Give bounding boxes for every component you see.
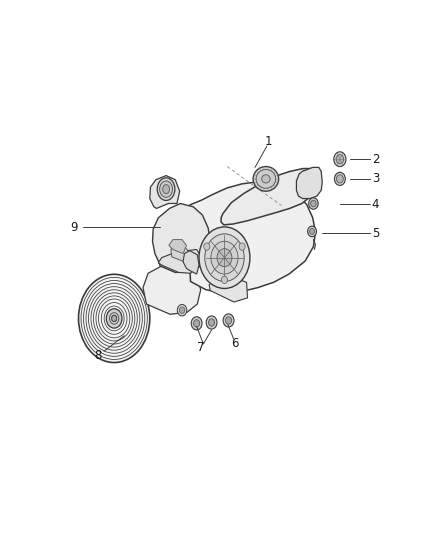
Polygon shape: [182, 182, 315, 293]
Circle shape: [307, 226, 317, 237]
Text: 9: 9: [71, 221, 78, 234]
Polygon shape: [221, 167, 319, 224]
Circle shape: [334, 152, 346, 166]
Text: 6: 6: [231, 337, 238, 350]
Polygon shape: [171, 244, 189, 262]
Ellipse shape: [157, 178, 175, 200]
Circle shape: [217, 248, 232, 266]
Circle shape: [191, 317, 202, 330]
Circle shape: [199, 227, 250, 288]
Polygon shape: [209, 278, 247, 302]
Ellipse shape: [261, 175, 270, 183]
Circle shape: [309, 198, 318, 209]
Circle shape: [208, 319, 215, 326]
Polygon shape: [143, 265, 201, 314]
Circle shape: [211, 241, 238, 274]
Circle shape: [222, 276, 227, 284]
Polygon shape: [297, 167, 322, 199]
Polygon shape: [158, 249, 200, 273]
Text: 1: 1: [265, 135, 272, 148]
Circle shape: [177, 304, 187, 316]
Circle shape: [204, 243, 210, 251]
Circle shape: [311, 200, 316, 207]
Text: 4: 4: [372, 198, 379, 211]
Text: 7: 7: [197, 342, 205, 354]
Circle shape: [223, 314, 234, 327]
Polygon shape: [152, 204, 210, 272]
Text: 5: 5: [372, 227, 379, 239]
Circle shape: [179, 307, 185, 313]
Ellipse shape: [106, 309, 122, 328]
Ellipse shape: [159, 181, 173, 197]
Circle shape: [336, 155, 344, 164]
Circle shape: [336, 175, 343, 183]
Circle shape: [310, 229, 314, 235]
Text: 3: 3: [372, 172, 379, 185]
Text: 2: 2: [372, 152, 379, 166]
Circle shape: [335, 172, 345, 185]
Polygon shape: [221, 168, 319, 225]
Ellipse shape: [112, 316, 117, 321]
Polygon shape: [183, 251, 199, 274]
Text: 8: 8: [95, 349, 102, 362]
Circle shape: [226, 317, 232, 324]
Ellipse shape: [162, 184, 170, 193]
Ellipse shape: [78, 274, 150, 362]
Circle shape: [239, 243, 245, 251]
Circle shape: [194, 320, 200, 327]
Polygon shape: [150, 175, 180, 208]
Polygon shape: [169, 240, 187, 254]
Circle shape: [205, 234, 244, 281]
Circle shape: [206, 316, 217, 329]
Ellipse shape: [253, 166, 279, 191]
Ellipse shape: [256, 169, 276, 188]
